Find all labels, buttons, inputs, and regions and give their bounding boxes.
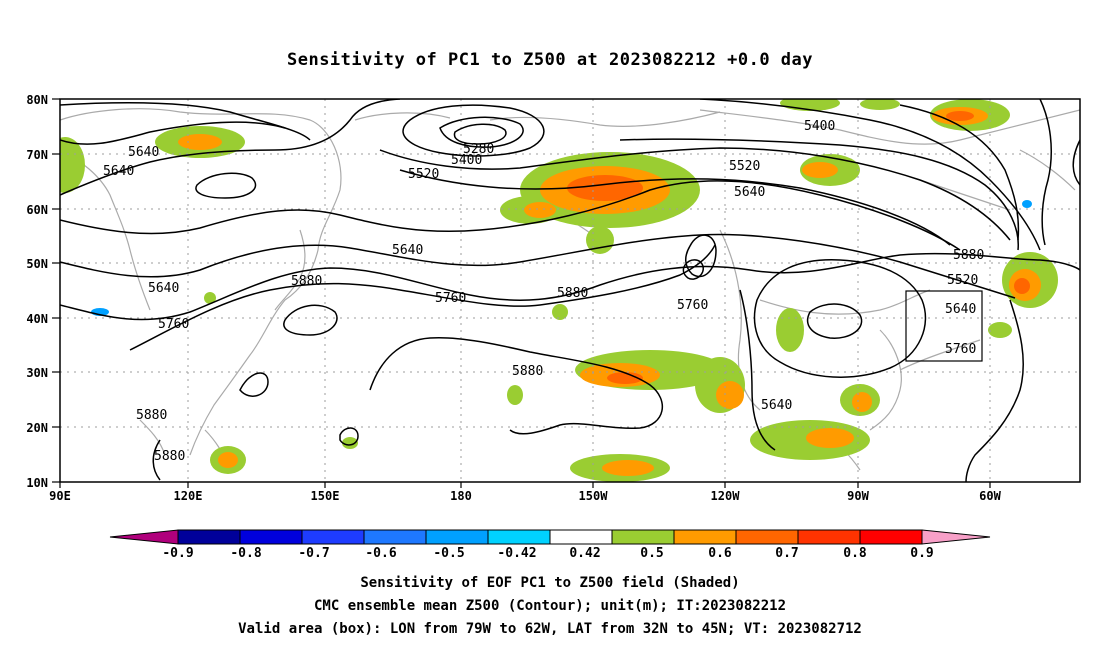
colorbar-tick-labels: -0.9 -0.8 -0.7 -0.6 -0.5 -0.42 0.42 0.5 … [162, 546, 933, 561]
contour-label: 5640 [392, 243, 423, 258]
colorbar-tick: -0.9 [162, 546, 193, 561]
colorbar-tick: -0.7 [298, 546, 329, 561]
colorbar-tick: -0.5 [433, 546, 464, 561]
latitude-labels: 80N 70N 60N 50N 40N 30N 20N 10N [26, 93, 48, 490]
contour-label: 5760 [945, 342, 976, 357]
lon-label: 90E [49, 489, 71, 503]
contour-label: 5640 [761, 398, 792, 413]
colorbar-tick: 0.42 [569, 546, 600, 561]
contour-label: 5760 [158, 317, 189, 332]
colorbar-arrow-left [109, 529, 179, 545]
lon-label: 180 [450, 489, 472, 503]
contour-label: 5280 [463, 142, 494, 157]
colorbar [109, 529, 991, 545]
caption-line-3: Valid area (box): LON from 79W to 62W, L… [238, 621, 862, 637]
colorbar-swatch [301, 529, 365, 545]
colorbar-swatch [859, 529, 923, 545]
colorbar-tick: 0.9 [910, 546, 933, 561]
colorbar-tick: 0.5 [640, 546, 663, 561]
colorbar-tick: 0.7 [775, 546, 798, 561]
contour-label: 5880 [136, 408, 167, 423]
contour-label: 5640 [128, 145, 159, 160]
contour-label: 5880 [291, 274, 322, 289]
caption-line-2: CMC ensemble mean Z500 (Contour); unit(m… [313, 598, 786, 614]
contour-labels: 5640 5640 5640 5640 5760 5880 5880 5880 … [103, 119, 984, 464]
lat-label: 50N [26, 257, 48, 271]
colorbar-tick: -0.42 [497, 546, 536, 561]
contour-label: 5760 [677, 298, 708, 313]
lon-label: 90W [847, 489, 869, 503]
axis-ticks [52, 98, 991, 488]
sensitivity-shading [60, 99, 1058, 482]
colorbar-swatch [735, 529, 799, 545]
lon-label: 120W [711, 489, 741, 503]
contour-label: 5880 [512, 364, 543, 379]
longitude-labels: 90E 120E 150E 180 150W 120W 90W 60W [49, 489, 1001, 503]
contour-label: 5880 [557, 286, 588, 301]
colorbar-swatch [611, 529, 675, 545]
grid-lines [60, 99, 1080, 482]
lon-label: 150E [311, 489, 340, 503]
lat-label: 10N [26, 476, 48, 490]
lat-label: 20N [26, 421, 48, 435]
colorbar-tick: 0.6 [708, 546, 732, 561]
lat-label: 80N [26, 93, 48, 107]
colorbar-swatch [673, 529, 737, 545]
contour-label: 5880 [154, 449, 185, 464]
contour-label: 5640 [103, 164, 134, 179]
caption-line-1: Sensitivity of EOF PC1 to Z500 field (Sh… [360, 575, 740, 591]
contour-label: 5400 [804, 119, 835, 134]
contour-label: 5880 [953, 248, 984, 263]
lon-label: 120E [174, 489, 203, 503]
contour-label: 5640 [148, 281, 179, 296]
colorbar-swatch [797, 529, 861, 545]
lat-label: 40N [26, 312, 48, 326]
contour-label: 5760 [435, 291, 466, 306]
lat-label: 60N [26, 203, 48, 217]
contour-label: 5400 [451, 153, 482, 168]
contour-label: 5640 [945, 302, 976, 317]
colorbar-tick: -0.6 [365, 546, 396, 561]
colorbar-arrow-right [921, 529, 991, 545]
colorbar-swatch [425, 529, 489, 545]
colorbar-tick: -0.8 [230, 546, 261, 561]
lat-label: 70N [26, 148, 48, 162]
contour-label: 5640 [734, 185, 765, 200]
colorbar-tick: 0.8 [843, 546, 867, 561]
colorbar-swatch [239, 529, 303, 545]
colorbar-swatch [487, 529, 551, 545]
contour-label: 5520 [729, 159, 760, 174]
colorbar-swatch [363, 529, 427, 545]
contour-label: 5520 [408, 167, 439, 182]
valid-area-box [905, 290, 983, 362]
contour-label: 5520 [947, 273, 978, 288]
colorbar-swatch [177, 529, 241, 545]
plot-frame [59, 98, 1081, 483]
colorbar-swatch [549, 529, 613, 545]
lon-label: 150W [579, 489, 609, 503]
map-title: Sensitivity of PC1 to Z500 at 2023082212… [286, 50, 813, 70]
z500-contours [60, 99, 1080, 482]
lat-label: 30N [26, 366, 48, 380]
lon-label: 60W [979, 489, 1001, 503]
